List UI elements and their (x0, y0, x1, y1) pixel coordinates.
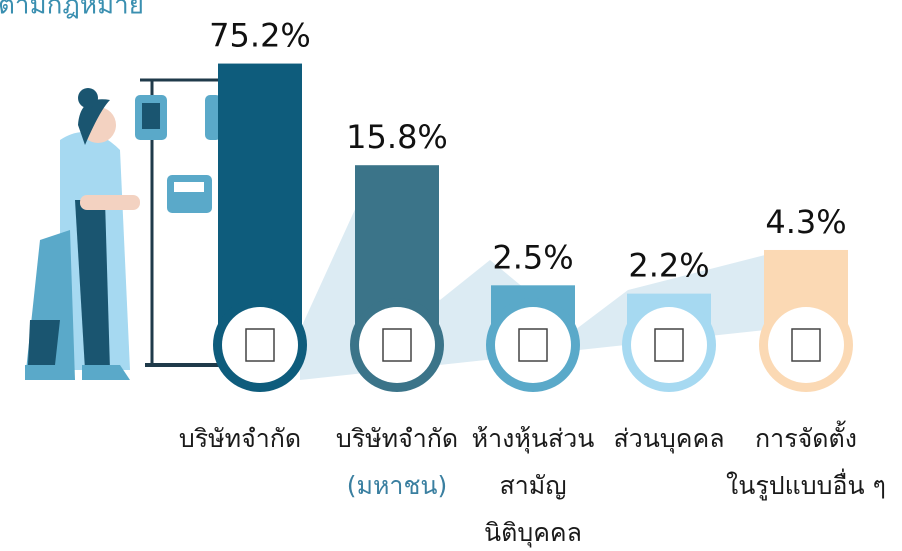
value-label: 4.3% (765, 203, 846, 241)
icon (382, 328, 412, 362)
icon-circle (768, 307, 844, 383)
icon (518, 328, 548, 362)
icon-circle (359, 307, 435, 383)
icon-circle (495, 307, 571, 383)
chart-title: ตามกฎหมาย (0, 0, 144, 21)
icon (791, 328, 821, 362)
value-label: 2.2% (628, 247, 709, 285)
category-label: บริษัทจำกัด (179, 424, 301, 453)
category-label: การจัดตั้ง (755, 420, 857, 453)
icon-circle (222, 307, 298, 383)
icon (654, 328, 684, 362)
icon (245, 328, 275, 362)
category-label: (มหาชน) (347, 471, 448, 500)
icon-circle (631, 307, 707, 383)
illustration (25, 78, 300, 380)
value-label: 75.2% (209, 17, 311, 55)
value-label: 2.5% (492, 238, 573, 276)
value-label: 15.8% (346, 118, 448, 156)
category-label: ในรูปแบบอื่น ๆ (726, 468, 886, 501)
category-label: บริษัทจำกัด (336, 424, 458, 453)
category-label: นิติบุคคล (484, 518, 582, 548)
category-label: สามัญ (499, 471, 566, 500)
category-label: ห้างหุ้นส่วน (472, 424, 595, 454)
category-label: ส่วนบุคคล (613, 424, 724, 454)
